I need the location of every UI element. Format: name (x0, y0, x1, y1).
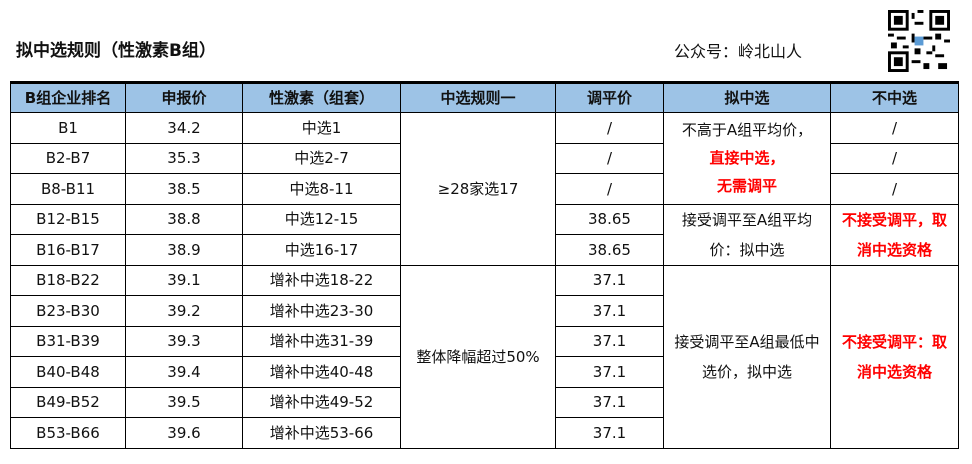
adjusted-price-cell: / (555, 142, 664, 174)
rank-cell: B16-B17 (10, 234, 126, 266)
rank-cell: B49-B52 (10, 386, 126, 418)
group-cell: 增补中选40-48 (242, 356, 401, 388)
rejected-cell: / (830, 112, 959, 144)
qr-code-icon (888, 10, 950, 72)
header-rank: B组企业排名 (10, 81, 126, 113)
rank-cell: B40-B48 (10, 356, 126, 388)
header-rejected: 不中选 (830, 81, 959, 113)
rank-cell: B1 (10, 112, 126, 144)
group-cell: 增补中选18-22 (242, 264, 401, 296)
rejected-cell: / (830, 173, 959, 205)
group-cell: 增补中选23-30 (242, 295, 401, 327)
group-cell: 增补中选53-66 (242, 417, 401, 449)
selected-cell: 接受调平至A组最低中选价，拟中选 (663, 264, 831, 449)
rejected-cell: 不接受调平，取消中选资格 (830, 203, 959, 266)
rank-cell: B53-B66 (10, 417, 126, 449)
price-cell: 39.3 (125, 325, 243, 357)
account-label: 公众号：岭北山人 (674, 42, 803, 61)
price-cell: 38.8 (125, 203, 243, 235)
group-cell: 增补中选49-52 (242, 386, 401, 418)
adjusted-price-cell: 37.1 (555, 386, 664, 418)
table-row: B16-B17 38.9 中选16-17 38.65 (10, 234, 959, 266)
price-cell: 38.9 (125, 234, 243, 266)
table-row: B31-B39 39.3 增补中选31-39 37.1 (10, 325, 959, 357)
price-cell: 35.3 (125, 142, 243, 174)
table-row: B8-B11 38.5 中选8-11 / / (10, 173, 959, 205)
selection-rules-table: B组企业排名 申报价 性激素（组套） 中选规则一 调平价 拟中选 不中选 B1 3… (10, 81, 959, 449)
header-selected: 拟中选 (663, 81, 831, 113)
adjusted-price-cell: 38.65 (555, 234, 664, 266)
price-cell: 34.2 (125, 112, 243, 144)
table-row: B49-B52 39.5 增补中选49-52 37.1 (10, 386, 959, 418)
selected-cell: 接受调平至A组平均价：拟中选 (663, 203, 831, 266)
table-row: B40-B48 39.4 增补中选40-48 37.1 (10, 356, 959, 388)
price-cell: 38.5 (125, 173, 243, 205)
group-cell: 中选16-17 (242, 234, 401, 266)
rank-cell: B12-B15 (10, 203, 126, 235)
price-cell: 39.1 (125, 264, 243, 296)
group-cell: 中选2-7 (242, 142, 401, 174)
table-header-row: B组企业排名 申报价 性激素（组套） 中选规则一 调平价 拟中选 不中选 (10, 81, 959, 113)
group-cell: 中选1 (242, 112, 401, 144)
rejected-cell: / (830, 142, 959, 174)
table-row: B1 34.2 中选1 ≥28家选17/不高于A组平均价， 直接中选， 无需调平 / (10, 112, 959, 266)
group-cell: 增补中选31-39 (242, 325, 401, 357)
rank-cell: B2-B7 (10, 142, 126, 174)
header-price: 申报价 (125, 81, 243, 113)
adjusted-price-cell: 37.1 (555, 264, 664, 296)
selected-note-highlight: 直接中选， (709, 149, 785, 168)
adjusted-price-cell: / (555, 112, 664, 144)
adjusted-price-cell: 37.1 (555, 295, 664, 327)
price-cell: 39.2 (125, 295, 243, 327)
rank-cell: B8-B11 (10, 173, 126, 205)
rank-cell: B18-B22 (10, 264, 126, 296)
rank-cell: B23-B30 (10, 295, 126, 327)
rule1-cell: 整体降幅超过50% (400, 264, 556, 449)
adjusted-price-cell: 37.1 (555, 417, 664, 449)
adjusted-price-cell: 37.1 (555, 325, 664, 357)
page-title: 拟中选规则（性激素B组） (16, 41, 216, 61)
group-cell: 中选12-15 (242, 203, 401, 235)
adjusted-price-cell: / (555, 173, 664, 205)
rejected-cell: 不接受调平：取消中选资格 (830, 264, 959, 449)
selected-note-highlight: 无需调平 (716, 177, 777, 196)
table-row: B53-B66 39.6 增补中选53-66 37.1 (10, 417, 959, 449)
header-group: 性激素（组套） (242, 81, 401, 113)
adjusted-price-cell: 37.1 (555, 356, 664, 388)
header-adjusted-price: 调平价 (555, 81, 664, 113)
header-rule1: 中选规则一 (400, 81, 556, 113)
rank-cell: B31-B39 (10, 325, 126, 357)
price-cell: 39.4 (125, 356, 243, 388)
group-cell: 中选8-11 (242, 173, 401, 205)
selected-note: 不高于A组平均价， (681, 121, 813, 140)
adjusted-price-cell: 38.65 (555, 203, 664, 235)
rule1-cell: ≥28家选17 (400, 112, 556, 266)
price-cell: 39.5 (125, 386, 243, 418)
selected-cell: 不高于A组平均价， 直接中选， 无需调平 (663, 112, 831, 205)
table-row: B18-B22 39.1 增补中选18-22 整体降幅超过50% 37.1 接受调平至A组… (10, 264, 959, 449)
price-cell: 39.6 (125, 417, 243, 449)
